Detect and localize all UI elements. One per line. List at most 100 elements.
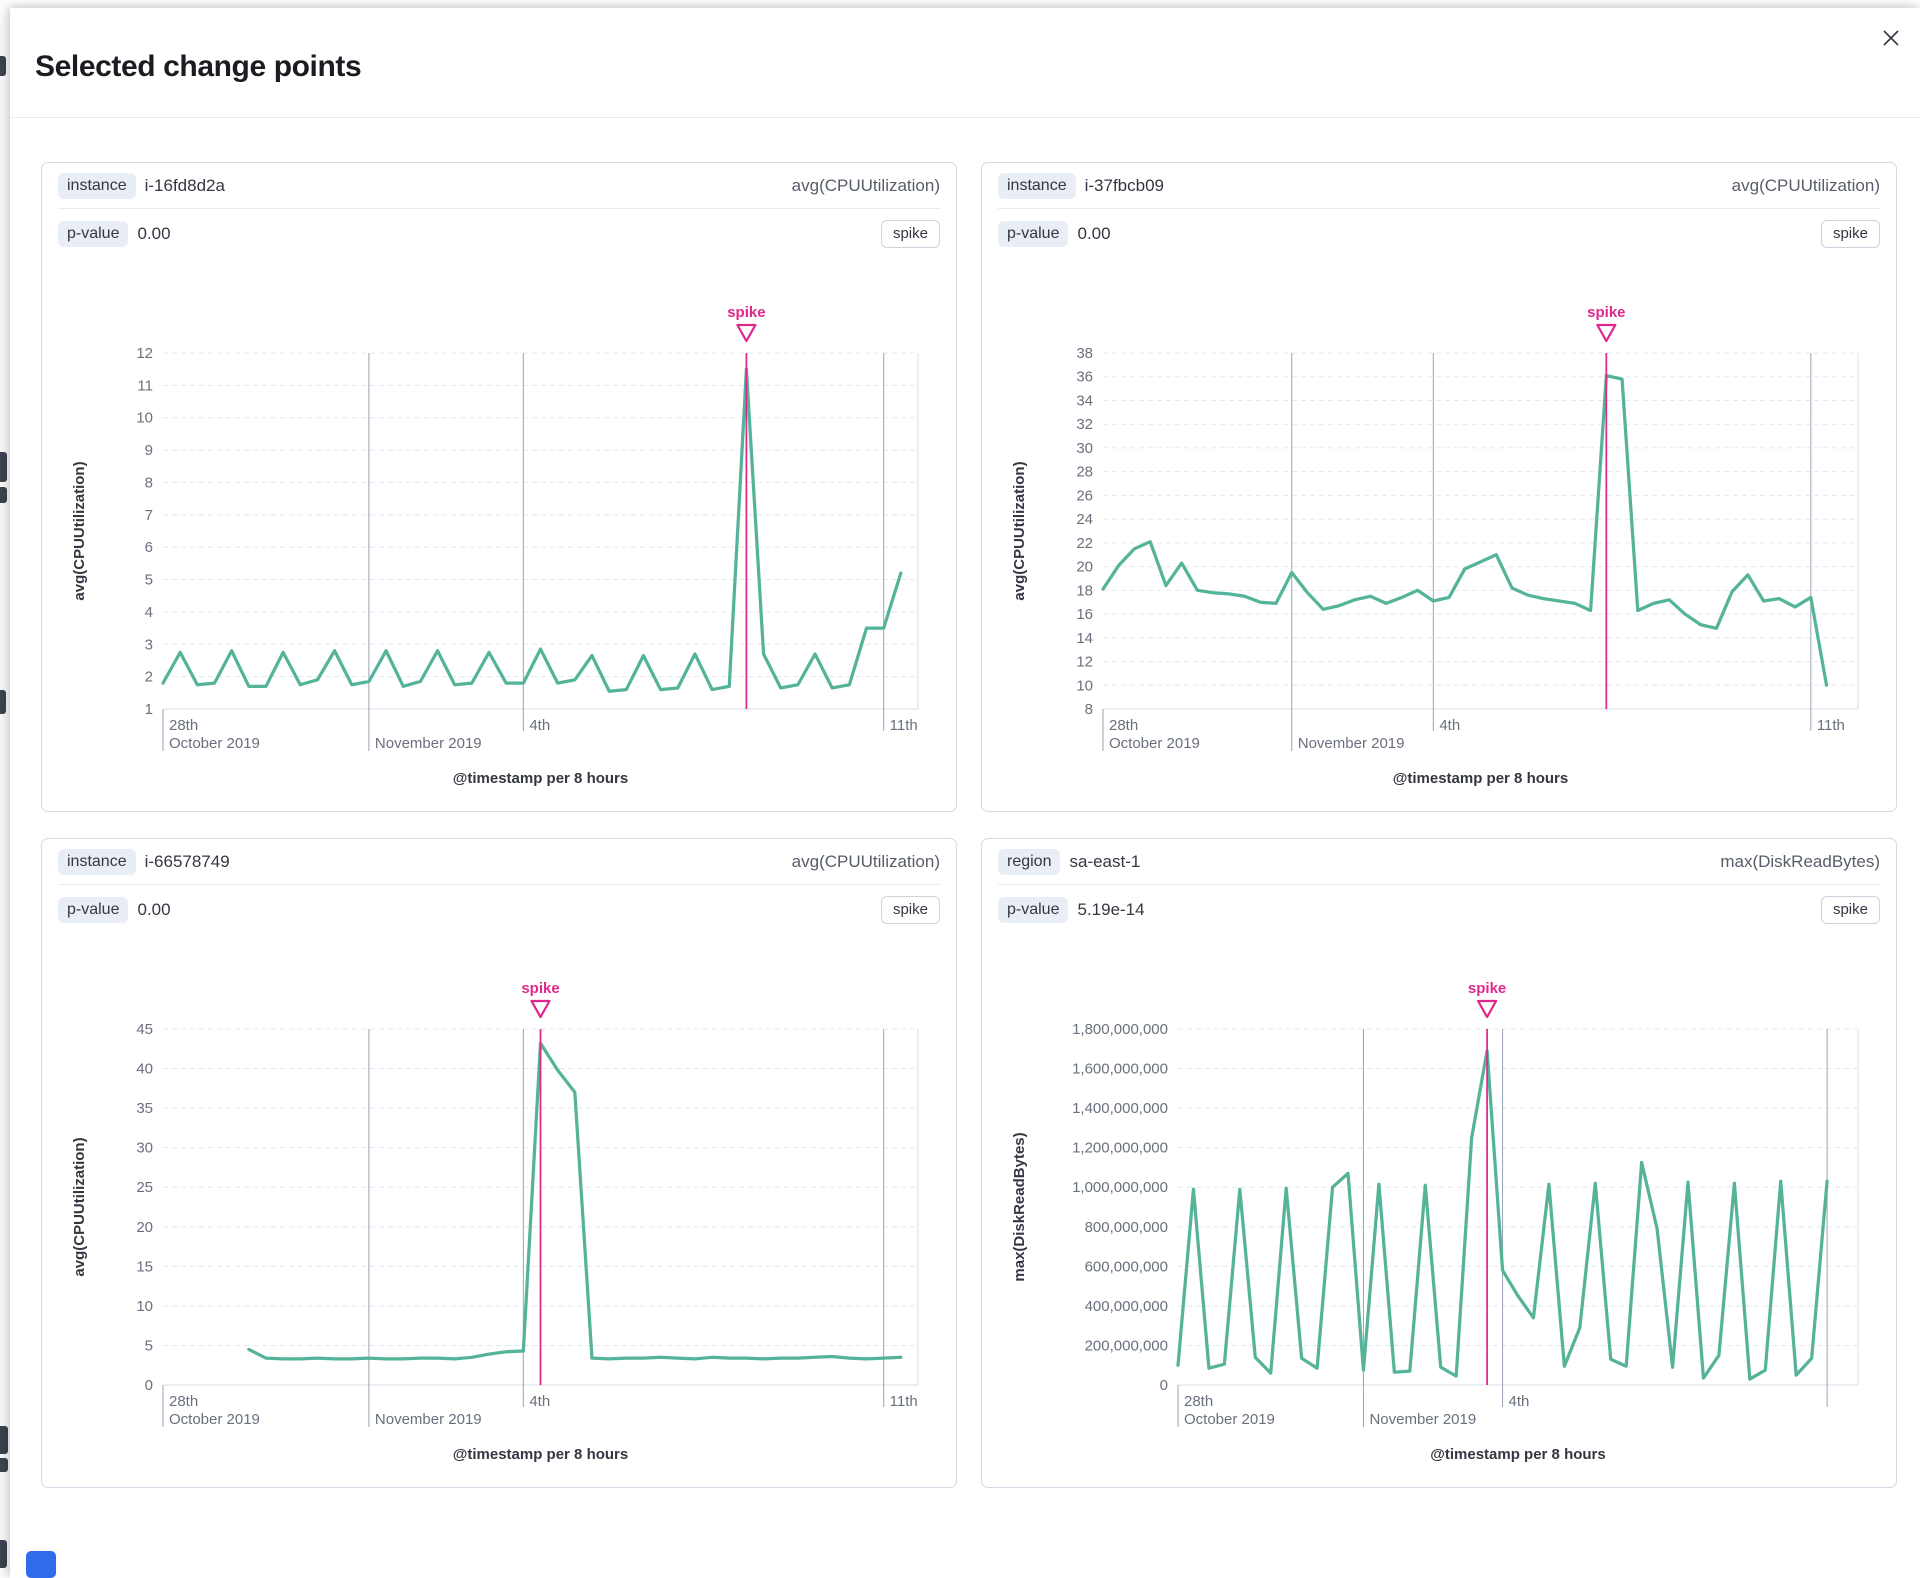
p-value-badge: p-value: [58, 221, 129, 247]
p-value-badge: p-value: [998, 897, 1069, 923]
background-artifact: [0, 690, 6, 714]
field-name-badge: instance: [58, 848, 136, 875]
svg-text:spike: spike: [1587, 304, 1625, 321]
svg-text:spike: spike: [727, 304, 765, 321]
svg-text:1,000,000,000: 1,000,000,000: [1072, 1179, 1168, 1196]
svg-text:6: 6: [145, 539, 153, 556]
svg-text:12: 12: [1076, 654, 1093, 671]
svg-text:November 2019: November 2019: [1298, 735, 1405, 752]
chart: 1 2 3 4 5 6 7 8 9 10 11 12 28th October 2019 November …: [58, 265, 940, 795]
field-name-badge: instance: [58, 172, 136, 199]
svg-text:15: 15: [136, 1258, 153, 1275]
svg-text:avg(CPUUtilization): avg(CPUUtilization): [1011, 461, 1028, 600]
svg-text:0: 0: [1160, 1377, 1168, 1394]
background-artifact: [0, 1540, 7, 1568]
change-point-card: instance i-37fbcb09 avg(CPUUtilization) …: [981, 162, 1897, 812]
svg-text:28: 28: [1076, 464, 1093, 481]
change-point-card: instance i-16fd8d2a avg(CPUUtilization) …: [41, 162, 957, 812]
svg-text:34: 34: [1076, 392, 1093, 409]
chart: 0 200,000,000 400,000,000 600,000,000 800,00…: [998, 941, 1880, 1471]
field-value: i-66578749: [144, 851, 230, 871]
svg-text:30: 30: [136, 1140, 153, 1157]
svg-text:4th: 4th: [1439, 717, 1460, 734]
svg-text:11th: 11th: [1817, 717, 1845, 734]
change-type-badge[interactable]: spike: [1820, 896, 1880, 924]
svg-text:1,200,000,000: 1,200,000,000: [1072, 1140, 1168, 1157]
svg-text:4th: 4th: [1509, 1393, 1530, 1410]
svg-text:9: 9: [145, 442, 153, 459]
svg-text:28th: 28th: [169, 717, 198, 734]
svg-text:10: 10: [1076, 677, 1093, 694]
svg-text:October 2019: October 2019: [1109, 735, 1200, 752]
svg-text:5: 5: [145, 1337, 153, 1354]
svg-text:@timestamp per 8 hours: @timestamp per 8 hours: [1430, 1446, 1606, 1463]
field-value: i-37fbcb09: [1084, 175, 1164, 195]
svg-text:spike: spike: [1468, 980, 1506, 997]
svg-text:November 2019: November 2019: [1369, 1411, 1476, 1428]
svg-text:1: 1: [145, 701, 153, 718]
field-value: sa-east-1: [1069, 851, 1141, 871]
change-point-card: instance i-66578749 avg(CPUUtilization) …: [41, 838, 957, 1488]
metric-label: avg(CPUUtilization): [1731, 175, 1880, 195]
svg-text:@timestamp per 8 hours: @timestamp per 8 hours: [453, 770, 629, 787]
close-icon[interactable]: [1879, 26, 1903, 50]
chart: 8 10 12 14 16 18 20 22 24 26 28 30 32 34 36 38 28th Octob…: [998, 265, 1880, 795]
svg-text:October 2019: October 2019: [169, 1411, 260, 1428]
svg-text:36: 36: [1076, 369, 1093, 386]
svg-text:4th: 4th: [529, 717, 550, 734]
svg-text:@timestamp per 8 hours: @timestamp per 8 hours: [453, 1446, 629, 1463]
svg-text:October 2019: October 2019: [169, 735, 260, 752]
svg-text:20: 20: [136, 1219, 153, 1236]
p-value: 0.00: [1077, 224, 1111, 243]
field-value: i-16fd8d2a: [144, 175, 225, 195]
svg-text:38: 38: [1076, 345, 1093, 362]
svg-text:8: 8: [145, 474, 153, 491]
svg-text:24: 24: [1076, 511, 1093, 528]
svg-text:600,000,000: 600,000,000: [1085, 1258, 1168, 1275]
svg-text:1,800,000,000: 1,800,000,000: [1072, 1021, 1168, 1038]
p-value: 5.19e-14: [1077, 900, 1145, 919]
svg-text:28th: 28th: [1184, 1393, 1213, 1410]
svg-text:4: 4: [145, 604, 153, 621]
svg-text:18: 18: [1076, 582, 1093, 599]
svg-text:avg(CPUUtilization): avg(CPUUtilization): [71, 1137, 88, 1276]
svg-text:26: 26: [1076, 487, 1093, 504]
metric-label: avg(CPUUtilization): [791, 175, 940, 195]
background-page-button: [26, 1551, 56, 1578]
svg-text:November 2019: November 2019: [375, 1411, 482, 1428]
svg-text:200,000,000: 200,000,000: [1085, 1337, 1168, 1354]
metric-label: avg(CPUUtilization): [791, 851, 940, 871]
svg-text:November 2019: November 2019: [375, 735, 482, 752]
change-type-badge[interactable]: spike: [1820, 220, 1880, 248]
svg-text:16: 16: [1076, 606, 1093, 623]
change-type-badge[interactable]: spike: [880, 896, 940, 924]
change-type-badge[interactable]: spike: [880, 220, 940, 248]
svg-text:40: 40: [136, 1061, 153, 1078]
svg-text:12: 12: [136, 345, 153, 362]
svg-text:400,000,000: 400,000,000: [1085, 1298, 1168, 1315]
background-artifact: [0, 452, 7, 482]
svg-text:11th: 11th: [890, 717, 918, 734]
svg-text:5: 5: [145, 572, 153, 589]
change-points-modal: Selected change points instance i-16fd8d…: [10, 8, 1920, 1578]
svg-text:2: 2: [145, 669, 153, 686]
background-artifact: [0, 56, 6, 76]
svg-text:11th: 11th: [890, 1393, 918, 1410]
svg-text:@timestamp per 8 hours: @timestamp per 8 hours: [1393, 770, 1569, 787]
svg-text:1,600,000,000: 1,600,000,000: [1072, 1061, 1168, 1078]
svg-text:35: 35: [136, 1100, 153, 1117]
svg-text:4th: 4th: [529, 1393, 550, 1410]
change-point-card: region sa-east-1 max(DiskReadBytes) p-va…: [981, 838, 1897, 1488]
page-title: Selected change points: [35, 49, 362, 83]
svg-text:10: 10: [136, 1298, 153, 1315]
svg-text:45: 45: [136, 1021, 153, 1038]
svg-text:30: 30: [1076, 440, 1093, 457]
svg-text:max(DiskReadBytes): max(DiskReadBytes): [1011, 1132, 1028, 1281]
svg-text:20: 20: [1076, 559, 1093, 576]
svg-text:14: 14: [1076, 630, 1093, 647]
svg-text:October 2019: October 2019: [1184, 1411, 1275, 1428]
p-value-badge: p-value: [58, 897, 129, 923]
chart: 0 5 10 15 20 25 30 35 40 45 28th October 2019 Novemb…: [58, 941, 940, 1471]
svg-text:0: 0: [145, 1377, 153, 1394]
